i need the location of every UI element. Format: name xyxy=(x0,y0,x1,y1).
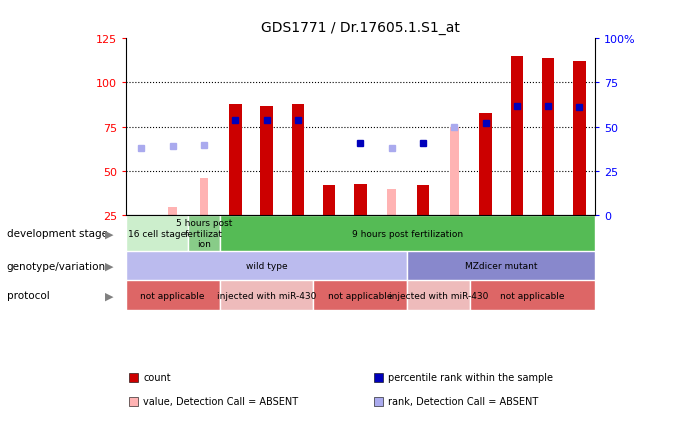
Text: percentile rank within the sample: percentile rank within the sample xyxy=(388,373,554,382)
Bar xyxy=(220,216,595,251)
Bar xyxy=(126,251,407,281)
Bar xyxy=(220,281,313,310)
Bar xyxy=(417,186,429,216)
Bar xyxy=(388,189,396,216)
Text: not applicable: not applicable xyxy=(141,291,205,300)
Bar xyxy=(479,113,492,216)
Bar xyxy=(354,184,367,216)
Bar xyxy=(542,59,554,216)
Text: 5 hours post
fertilizat
ion: 5 hours post fertilizat ion xyxy=(176,219,232,249)
Text: 9 hours post fertilization: 9 hours post fertilization xyxy=(352,229,463,238)
Text: ▶: ▶ xyxy=(105,261,113,271)
Text: genotype/variation: genotype/variation xyxy=(7,261,106,271)
Text: ▶: ▶ xyxy=(105,291,113,301)
Bar xyxy=(511,57,523,216)
Text: wild type: wild type xyxy=(245,262,288,270)
Bar xyxy=(573,62,585,216)
Text: not applicable: not applicable xyxy=(500,291,564,300)
Bar xyxy=(470,281,595,310)
Bar xyxy=(126,216,188,251)
Bar xyxy=(200,179,208,216)
Bar xyxy=(169,207,177,216)
Bar xyxy=(313,281,407,310)
Text: ▶: ▶ xyxy=(105,229,113,239)
Text: injected with miR-430: injected with miR-430 xyxy=(217,291,316,300)
Text: protocol: protocol xyxy=(7,291,50,301)
Bar xyxy=(323,186,335,216)
Bar xyxy=(407,281,470,310)
Text: MZdicer mutant: MZdicer mutant xyxy=(465,262,537,270)
Bar xyxy=(188,216,220,251)
Text: injected with miR-430: injected with miR-430 xyxy=(389,291,488,300)
Bar xyxy=(292,105,304,216)
Text: 16 cell stage: 16 cell stage xyxy=(128,229,186,238)
Text: count: count xyxy=(143,373,171,382)
Text: not applicable: not applicable xyxy=(328,291,392,300)
Bar xyxy=(126,281,220,310)
Bar xyxy=(260,106,273,216)
Text: value, Detection Call = ABSENT: value, Detection Call = ABSENT xyxy=(143,397,299,406)
Text: development stage: development stage xyxy=(7,229,108,239)
Bar xyxy=(407,251,595,281)
Title: GDS1771 / Dr.17605.1.S1_at: GDS1771 / Dr.17605.1.S1_at xyxy=(261,21,460,35)
Bar xyxy=(450,128,458,216)
Text: rank, Detection Call = ABSENT: rank, Detection Call = ABSENT xyxy=(388,397,539,406)
Bar xyxy=(229,105,241,216)
